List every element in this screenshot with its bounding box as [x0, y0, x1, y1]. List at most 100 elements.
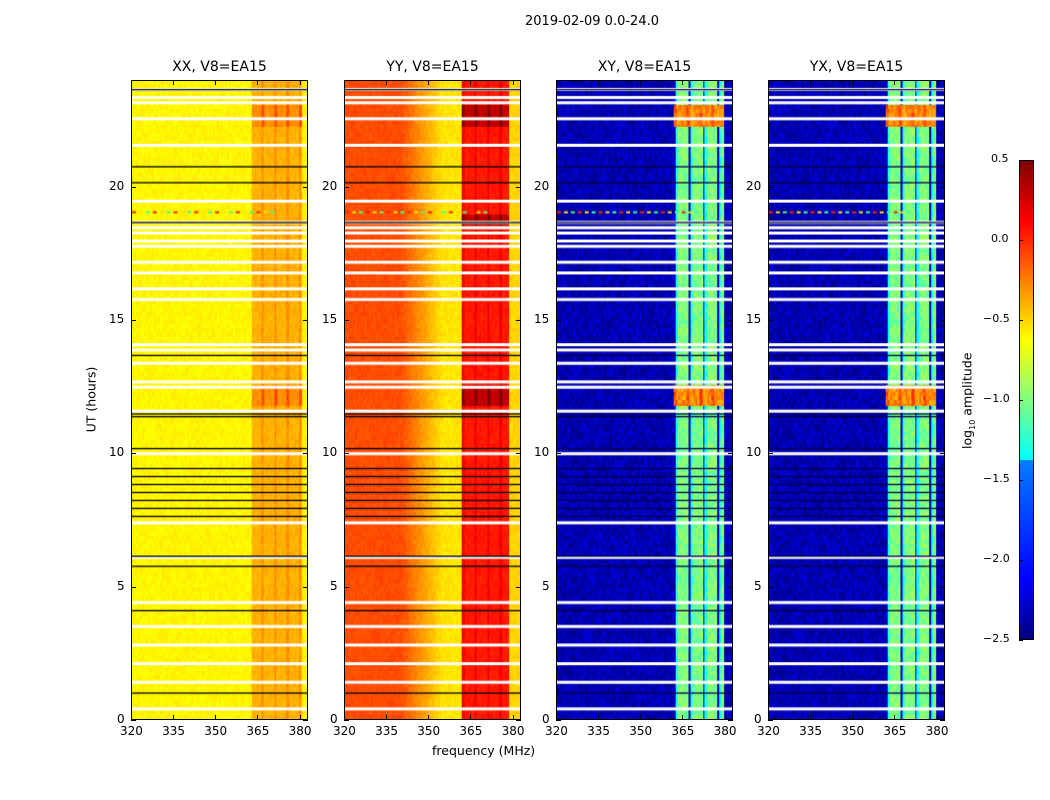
y-tick-mark [940, 720, 945, 721]
x-tick-label: 350 [629, 724, 653, 738]
x-tick-label: 380 [288, 724, 312, 738]
colorbar-tick-mark [1019, 240, 1023, 241]
colorbar-label-main: log [959, 429, 975, 449]
x-tick-label: 380 [713, 724, 737, 738]
y-tick-mark [303, 320, 308, 321]
y-tick-mark [768, 320, 773, 321]
x-tick-mark [470, 715, 472, 720]
x-axis-label: frequency (MHz) [432, 743, 536, 758]
x-tick-mark [299, 80, 301, 85]
colorbar-tick-mark [1019, 400, 1023, 401]
x-tick-mark [173, 80, 175, 85]
y-tick-label: 20 [109, 178, 125, 193]
y-tick-mark [556, 320, 561, 321]
y-tick-mark [516, 453, 521, 455]
y-tick-mark [768, 586, 773, 588]
y-tick-mark [131, 453, 136, 455]
x-tick-mark [640, 80, 642, 85]
x-tick-mark [852, 715, 854, 720]
colorbar-label: log10 amplitude [959, 353, 977, 449]
colorbar-label-sub: 10 [967, 419, 977, 430]
x-tick-mark [556, 715, 557, 720]
x-tick-mark [768, 715, 769, 720]
y-tick-mark [728, 720, 733, 721]
y-tick-mark [556, 720, 561, 721]
y-tick-mark [303, 720, 308, 721]
x-tick-mark [936, 80, 938, 85]
colorbar-tick-label: −1.0 [983, 392, 1010, 405]
y-tick-label: 0 [117, 712, 125, 726]
x-tick-mark [131, 715, 132, 720]
x-tick-mark [640, 715, 642, 720]
y-tick-label: 15 [322, 312, 338, 326]
figure-suptitle: 2019-02-09 0.0-24.0 [525, 14, 659, 29]
x-tick-mark [724, 715, 726, 720]
colorbar-tick-mark [1019, 480, 1023, 481]
colorbar-tick-mark [1019, 640, 1023, 641]
x-tick-label: 350 [417, 724, 441, 738]
x-tick-label: 335 [162, 724, 186, 738]
y-tick-mark [344, 586, 349, 588]
y-tick-label: 10 [746, 445, 762, 460]
x-tick-mark [215, 80, 217, 85]
x-tick-mark [768, 80, 769, 85]
x-tick-label: 365 [459, 724, 483, 738]
y-tick-label: 5 [754, 578, 762, 593]
y-tick-mark [556, 586, 561, 588]
y-tick-mark [516, 720, 521, 721]
y-tick-label: 15 [534, 312, 550, 326]
y-tick-mark [728, 586, 733, 588]
colorbar-tick-label: −2.0 [983, 552, 1010, 565]
panel-title: YX, V8=EA15 [809, 59, 904, 75]
x-tick-mark [299, 715, 301, 720]
y-tick-mark [516, 186, 521, 188]
x-tick-mark [894, 80, 896, 85]
y-tick-label: 20 [746, 178, 762, 193]
y-tick-mark [516, 320, 521, 321]
x-tick-label: 380 [501, 724, 525, 738]
x-tick-label: 365 [883, 724, 907, 738]
heatmap-panel [556, 80, 733, 720]
x-tick-mark [344, 80, 345, 85]
y-tick-mark [344, 320, 349, 321]
y-tick-label: 20 [534, 178, 550, 193]
x-tick-mark [131, 80, 132, 85]
heatmap-image [557, 81, 732, 719]
x-tick-label: 320 [545, 724, 568, 738]
x-tick-mark [512, 715, 514, 720]
x-tick-mark [556, 80, 557, 85]
y-tick-mark [344, 720, 349, 721]
y-tick-label: 0 [330, 712, 338, 726]
y-tick-mark [768, 720, 773, 721]
y-tick-mark [728, 453, 733, 455]
x-tick-label: 335 [375, 724, 399, 738]
heatmap-image [769, 81, 944, 719]
y-tick-mark [131, 720, 136, 721]
x-tick-mark [386, 80, 388, 85]
x-tick-label: 320 [757, 724, 780, 738]
colorbar-tick-label: −0.5 [983, 312, 1010, 325]
panel-title: XX, V8=EA15 [172, 59, 267, 75]
y-tick-mark [303, 586, 308, 588]
heatmap-panel [768, 80, 945, 720]
y-tick-label: 5 [542, 578, 550, 593]
x-tick-mark [428, 80, 430, 85]
x-tick-mark [724, 80, 726, 85]
panel-title: YY, V8=EA15 [386, 59, 479, 75]
x-tick-mark [682, 80, 684, 85]
x-tick-mark [470, 80, 472, 85]
colorbar-tick-label: 0.0 [991, 232, 1009, 245]
y-axis-label: UT (hours) [83, 366, 99, 433]
x-tick-label: 380 [925, 724, 949, 738]
x-tick-mark [936, 715, 938, 720]
x-tick-mark [428, 715, 430, 720]
y-tick-mark [940, 186, 945, 188]
y-tick-mark [344, 453, 349, 455]
heatmap-panel [131, 80, 308, 720]
y-tick-mark [556, 186, 561, 188]
y-tick-mark [768, 453, 773, 455]
heatmap-image [345, 81, 520, 719]
y-tick-label: 10 [322, 445, 338, 460]
x-tick-label: 335 [799, 724, 823, 738]
